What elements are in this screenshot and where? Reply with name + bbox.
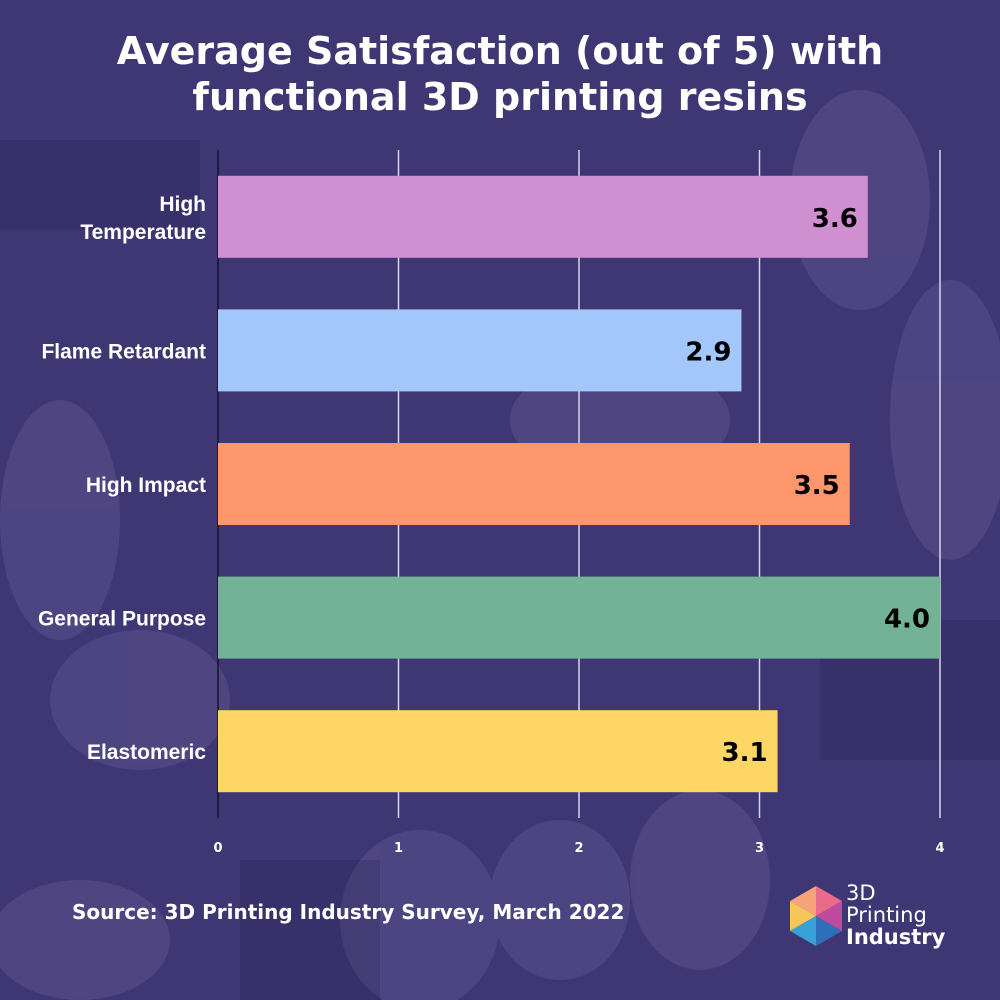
chart-title-line-1: Average Satisfaction (out of 5) with — [116, 29, 884, 73]
bar-value-label-2: 3.5 — [794, 471, 840, 501]
x-tick-label-1: 1 — [394, 841, 403, 856]
category-label-2-line-0: High Impact — [86, 474, 206, 497]
category-label-0-line-1: Temperature — [80, 221, 206, 244]
category-label-0-line-0: High — [159, 193, 206, 216]
x-tick-label-2: 2 — [574, 841, 583, 856]
brand-line-2: Printing — [846, 903, 927, 927]
category-label-4-line-0: Elastomeric — [87, 741, 206, 764]
bar-value-label-1: 2.9 — [685, 337, 731, 367]
bar-1 — [218, 309, 742, 392]
bar-value-label-0: 3.6 — [812, 204, 858, 234]
bar-2 — [218, 443, 850, 525]
brand-logo-icon — [790, 886, 842, 946]
category-label-1-line-0: Flame Retardant — [41, 340, 206, 363]
brand-logo: 3D Printing Industry — [788, 882, 958, 954]
chart-title: Average Satisfaction (out of 5) with fun… — [0, 28, 1000, 120]
source-caption: Source: 3D Printing Industry Survey, Mar… — [72, 900, 625, 924]
x-tick-label-0: 0 — [213, 841, 222, 856]
chart-title-line-2: functional 3D printing resins — [192, 75, 808, 119]
x-tick-label-4: 4 — [935, 841, 944, 856]
category-label-3-line-0: General Purpose — [38, 608, 206, 631]
bar-0 — [218, 175, 868, 258]
brand-wordmark: 3D Printing Industry — [846, 882, 945, 948]
bar-4 — [218, 710, 778, 793]
bar-value-label-3: 4.0 — [884, 605, 930, 635]
bar-3 — [218, 576, 940, 659]
brand-line-3: Industry — [846, 925, 946, 949]
brand-line-1: 3D — [846, 881, 876, 905]
x-tick-label-3: 3 — [755, 841, 764, 856]
bar-value-label-4: 3.1 — [721, 738, 767, 768]
